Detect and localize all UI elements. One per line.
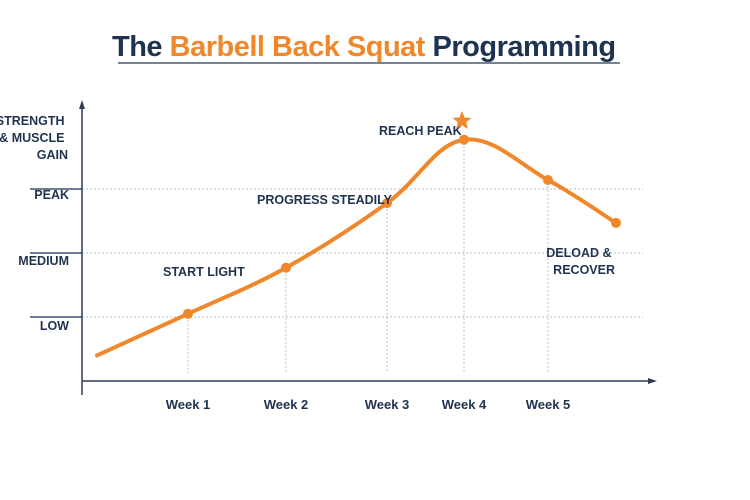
x-axis-arrow (648, 378, 657, 384)
x-tick-label: Week 1 (166, 397, 211, 412)
annotation-reach-peak: REACH PEAK (379, 124, 462, 138)
x-ticks: Week 1 Week 2 Week 3 Week 4 Week 5 (166, 145, 571, 412)
data-point (459, 134, 469, 145)
data-point (183, 308, 193, 319)
markers (183, 134, 621, 319)
series-line (95, 137, 618, 358)
y-level-peak: PEAK (34, 188, 69, 202)
annotation-progress-steadily: PROGRESS STEADILY (257, 193, 393, 207)
x-tick-label: Week 4 (442, 397, 487, 412)
star-icon (452, 111, 472, 129)
annotation-deload-recover: DELOAD & RECOVER (546, 246, 615, 277)
data-point (543, 175, 553, 186)
data-point (382, 198, 392, 209)
y-axis-arrow (79, 100, 85, 109)
x-tick-label: Week 5 (526, 397, 571, 412)
x-tick-label: Week 3 (365, 397, 410, 412)
grid (30, 188, 643, 318)
annotation-start-light: START LIGHT (163, 265, 245, 279)
x-tick-label: Week 2 (264, 397, 309, 412)
data-point (611, 217, 621, 228)
y-level-low: LOW (40, 319, 69, 333)
data-point (281, 262, 291, 273)
chart-title: The Barbell Back Squat Programming (112, 31, 616, 63)
y-axis-title: STRENGTH & MUSCLE GAIN (0, 114, 68, 162)
y-level-medium: MEDIUM (18, 254, 69, 268)
